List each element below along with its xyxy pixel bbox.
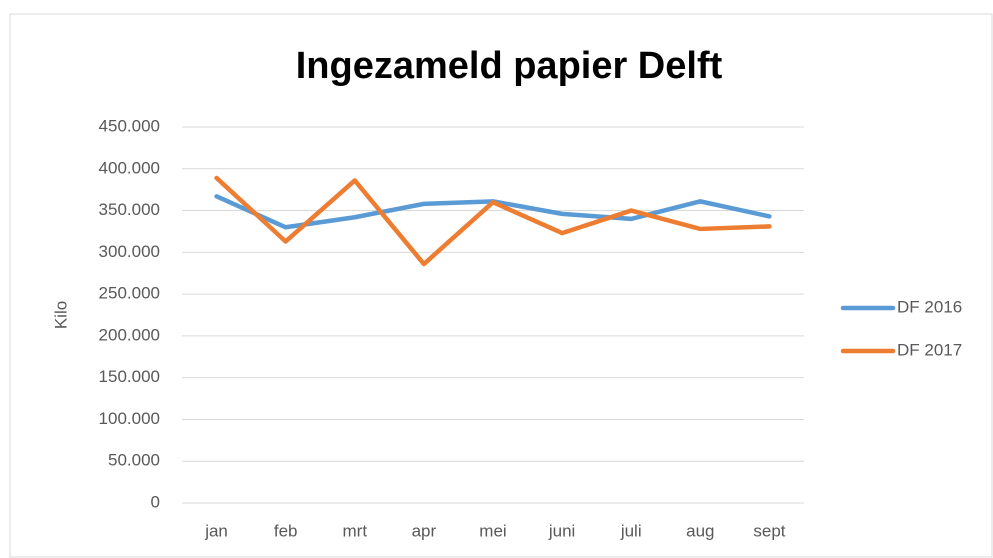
x-tick-label: apr bbox=[412, 521, 437, 540]
y-tick-label: 150.000 bbox=[99, 367, 160, 386]
chart-frame bbox=[9, 13, 993, 558]
legend-label: DF 2017 bbox=[897, 340, 962, 359]
x-tick-label: feb bbox=[274, 521, 298, 540]
y-tick-label: 100.000 bbox=[99, 409, 160, 428]
y-tick-label: 300.000 bbox=[99, 242, 160, 261]
x-tick-label: jan bbox=[204, 521, 228, 540]
y-tick-label: 0 bbox=[151, 492, 160, 511]
y-tick-label: 400.000 bbox=[99, 158, 160, 177]
y-tick-label: 200.000 bbox=[99, 325, 160, 344]
x-tick-label: mei bbox=[479, 521, 506, 540]
legend-label: DF 2016 bbox=[897, 297, 962, 316]
y-tick-label: 450.000 bbox=[99, 116, 160, 135]
x-tick-label: sept bbox=[753, 521, 785, 540]
y-tick-label: 250.000 bbox=[99, 284, 160, 303]
x-tick-label: juli bbox=[620, 521, 642, 540]
series-line bbox=[214, 175, 772, 267]
y-tick-label: 50.000 bbox=[108, 451, 160, 470]
x-tick-label: aug bbox=[686, 521, 714, 540]
x-tick-label: juni bbox=[548, 521, 575, 540]
y-tick-label: 350.000 bbox=[99, 200, 160, 219]
chart-title: Ingezameld papier Delft bbox=[296, 45, 723, 87]
x-tick-label: mrt bbox=[343, 521, 368, 540]
y-axis-label: Kilo bbox=[51, 301, 70, 329]
